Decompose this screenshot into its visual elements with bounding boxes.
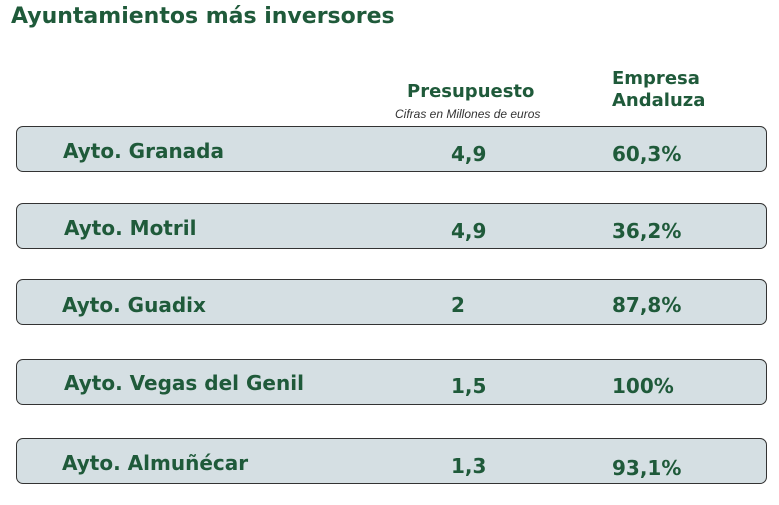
company-column-header: Empresa Andaluza: [612, 68, 705, 112]
row-company-share: 36,2%: [612, 219, 682, 243]
table-row: [16, 438, 767, 484]
row-budget: 1,5: [451, 374, 487, 398]
row-company-share: 87,8%: [612, 293, 682, 317]
row-company-share: 93,1%: [612, 456, 682, 480]
row-name: Ayto. Almuñécar: [62, 451, 249, 475]
company-header-line-2: Andaluza: [612, 90, 706, 111]
budget-column-header: Presupuesto: [407, 81, 535, 102]
row-company-share: 100%: [612, 374, 674, 398]
row-budget: 1,3: [451, 454, 487, 478]
row-name: Ayto. Granada: [63, 139, 224, 163]
page-title: Ayuntamientos más inversores: [11, 4, 395, 29]
row-name: Ayto. Vegas del Genil: [64, 371, 304, 395]
row-budget: 4,9: [451, 219, 487, 243]
row-budget: 4,9: [451, 142, 487, 166]
row-name: Ayto. Guadix: [62, 293, 206, 317]
company-header-line-1: Empresa: [612, 68, 700, 89]
row-budget: 2: [451, 293, 465, 317]
row-name: Ayto. Motril: [64, 216, 197, 240]
row-company-share: 60,3%: [612, 142, 682, 166]
budget-units-note: Cifras en Millones de euros: [395, 107, 541, 121]
table-row: [16, 279, 767, 325]
table-row: [16, 359, 767, 405]
table-row: [16, 203, 767, 249]
table-row: [16, 126, 767, 172]
